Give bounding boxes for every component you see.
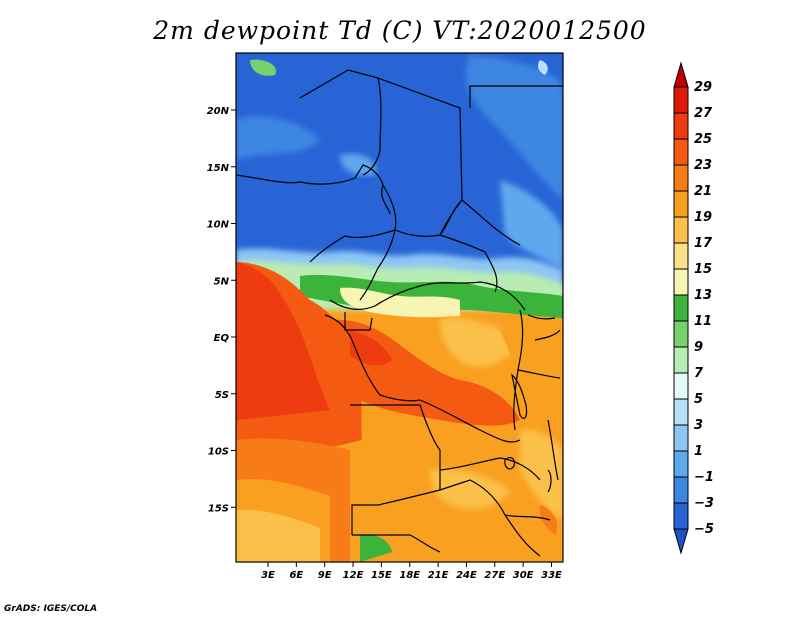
lon-tick-label: 15E [371,570,392,581]
colorbar-label: 29 [694,80,712,95]
lon-tick: 27E [484,562,505,581]
colorbar-swatch [673,86,689,114]
lon-tick-label: 33E [541,570,562,581]
colorbar-label: 7 [694,366,704,381]
lat-tick-label: 20N [207,106,230,117]
colorbar-swatch [673,138,689,166]
grads-credit: GrADS: IGES/COLA [4,604,98,614]
lon-tick: 30E [513,562,534,581]
lat-tick-label: 15S [208,503,229,514]
lon-tick: 3E [261,562,275,581]
colorbar: 29 27 25 23 21 19 17 15 13 11 9 7 5 3 1 −1 −3 −5 [673,61,714,555]
colorbar-swatch [673,372,689,400]
colorbar-label: 27 [694,106,713,121]
colorbar-label: −1 [694,470,714,485]
colorbar-swatch [673,450,689,478]
colorbar-label: −5 [694,522,714,537]
lon-tick-label: 3E [261,570,275,581]
lat-tick: 5S [215,390,236,401]
colorbar-label: 11 [694,314,712,329]
colorbar-swatch [673,164,689,192]
lat-tick-label: 5S [215,390,229,401]
colorbar-bottom-arrow [673,528,689,555]
colorbar-swatch [673,216,689,244]
lat-tick-label: 10N [207,220,230,231]
lat-tick: 15N [207,163,236,174]
lon-tick-label: 18E [399,570,420,581]
lon-tick-label: 9E [318,570,332,581]
colorbar-swatch [673,424,689,452]
colorbar-label: 25 [694,132,712,147]
colorbar-label: 15 [694,262,712,277]
lat-tick: 20N [207,106,236,117]
lat-tick: 10S [208,447,236,458]
longitude-axis: 3E 6E 9E 12E 15E 18E 21E 24E 27E 30E 33E [261,562,562,581]
colorbar-top-arrow [673,61,689,88]
lon-tick: 33E [541,562,562,581]
lon-tick-label: 30E [513,570,534,581]
lat-tick-label: 10S [208,447,229,458]
colorbar-label: 9 [694,340,703,355]
colorbar-swatch [673,476,689,504]
lat-tick-label: 5N [214,276,230,287]
lat-tick: 15S [208,503,236,514]
lat-tick-label: 15N [207,163,230,174]
colorbar-label: 19 [694,210,712,225]
lon-tick: 9E [318,562,332,581]
lat-tick: 10N [207,220,236,231]
lon-tick-label: 21E [428,570,449,581]
colorbar-label: 5 [694,392,703,407]
colorbar-swatch [673,294,689,322]
map-frame [235,52,564,563]
lon-tick-label: 27E [484,570,505,581]
colorbar-swatch [673,398,689,426]
colorbar-swatch [673,112,689,140]
colorbar-label: 1 [694,444,703,459]
lon-tick-label: 24E [456,570,477,581]
latitude-axis: 20N 15N 10N 5N EQ 5S 10S 15S [207,106,236,514]
country-borders [236,69,563,557]
lon-tick: 15E [371,562,392,581]
dewpoint-field [236,53,563,562]
colorbar-swatch [673,242,689,270]
colorbar-swatch [673,502,689,530]
lon-tick: 21E [428,562,449,581]
colorbar-label: −3 [694,496,714,511]
colorbar-label: 3 [694,418,703,433]
lon-tick: 12E [343,562,364,581]
colorbar-swatch [673,320,689,348]
colorbar-label: 17 [694,236,713,251]
lon-tick-label: 12E [343,570,364,581]
lon-tick: 24E [456,562,477,581]
colorbar-label: 23 [694,158,712,173]
lon-tick: 6E [289,562,303,581]
lon-tick-label: 6E [289,570,303,581]
lat-tick: 5N [214,276,236,287]
colorbar-label: 13 [694,288,712,303]
lon-tick: 18E [399,562,420,581]
colorbar-swatch [673,346,689,374]
colorbar-label: 21 [694,184,712,199]
lat-tick: EQ [214,333,236,344]
colorbar-swatch [673,190,689,218]
lat-tick-label: EQ [214,333,230,344]
colorbar-swatch [673,268,689,296]
map-title: 2m dewpoint Td (C) VT:2020012500 [153,16,647,45]
